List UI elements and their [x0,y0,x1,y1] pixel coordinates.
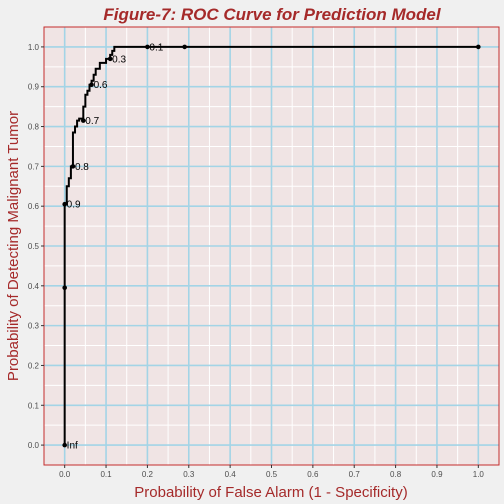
threshold-point [89,82,94,88]
threshold-point [107,56,113,62]
threshold-label: 0.7 [85,116,99,127]
threshold-label: 0.1 [149,42,163,53]
threshold-label: 0.6 [94,80,108,91]
x-tick-label: 0.7 [349,470,361,479]
threshold-labels: Inf 0.9 0.8 0.7 0.6 0.3 0.1 [67,42,164,451]
threshold-label: 0.9 [67,200,81,211]
threshold-point [62,285,67,291]
threshold-label: Inf [67,441,78,452]
y-tick-label: 0.1 [28,401,40,410]
y-tick-label: 1.0 [28,43,40,52]
y-tick-label: 0.7 [28,162,40,171]
y-tick-label: 0.9 [28,83,40,92]
threshold-point [62,442,67,448]
y-tick-label: 0.2 [28,361,40,370]
threshold-points [62,44,481,448]
x-tick-label: 0.6 [307,470,319,479]
x-tick-label: 0.1 [100,470,112,479]
x-tick-label: 0.8 [390,470,402,479]
x-tick-label: 0.0 [59,470,71,479]
threshold-point [70,164,76,169]
threshold-point [145,44,150,50]
chart-title: Figure-7: ROC Curve for Prediction Model [103,5,441,24]
y-tick-label: 0.3 [28,322,40,331]
threshold-label: 0.3 [112,54,126,65]
x-tick-label: 0.4 [225,470,237,479]
y-tick-label: 0.5 [28,242,40,251]
y-tick-label: 0.4 [28,282,40,291]
y-tick-label: 0.6 [28,202,40,211]
y-axis-ticks: 0.0 0.1 0.2 0.3 0.4 0.5 0.6 0.7 0.8 0.9 1.0 [28,43,44,450]
threshold-point [476,44,481,50]
y-tick-label: 0.8 [28,123,40,132]
x-tick-label: 0.3 [183,470,195,479]
x-tick-label: 0.2 [142,470,154,479]
threshold-point [62,201,67,207]
y-tick-label: 0.0 [28,441,40,450]
x-axis-title: Probability of False Alarm (1 - Specific… [134,484,407,501]
threshold-point [182,44,187,50]
threshold-point [80,118,86,123]
x-tick-label: 0.5 [266,470,278,479]
x-axis-ticks: 0.0 0.1 0.2 0.3 0.4 0.5 0.6 0.7 0.8 0.9 1.0 [59,465,484,479]
y-axis-title: Probability of Detecting Malignant Tumor [5,111,22,381]
x-tick-label: 0.9 [431,470,443,479]
threshold-label: 0.8 [75,162,89,173]
x-tick-label: 1.0 [473,470,485,479]
